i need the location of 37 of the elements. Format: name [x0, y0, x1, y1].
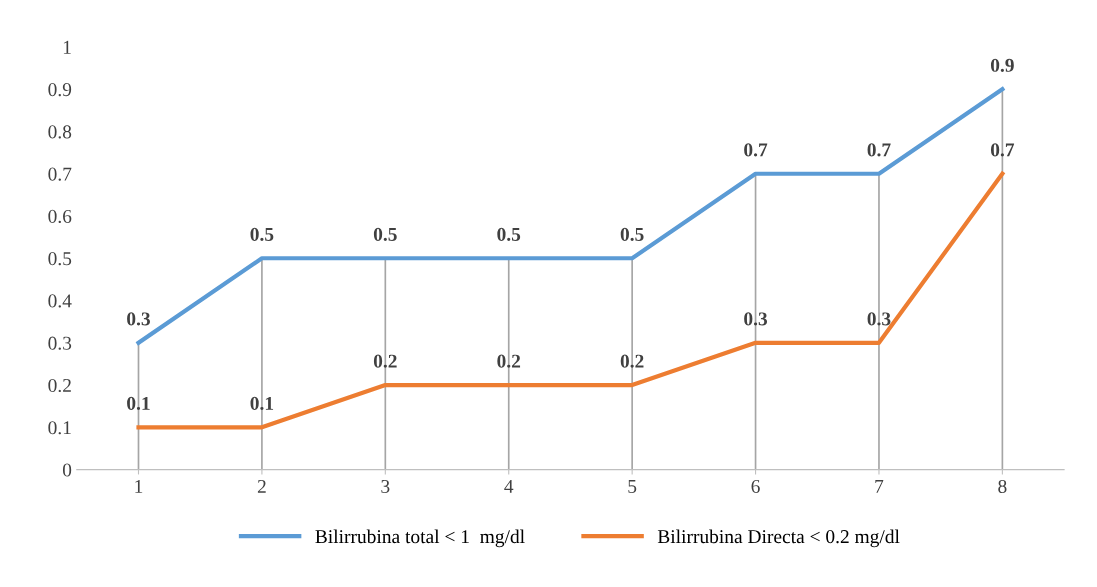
y-tick-label: 0.9: [48, 83, 72, 97]
y-tick-label: 0.5: [48, 252, 72, 266]
x-tick-label: 7: [875, 480, 884, 493]
data-label: 0.1: [127, 396, 150, 411]
data-label: 0.2: [373, 354, 397, 368]
legend-label: Bilirrubina total < 1 mg/dl: [315, 529, 525, 548]
data-label: 0.9: [990, 58, 1014, 72]
data-label: 0.7: [744, 143, 768, 157]
y-tick-label: 0.4: [48, 294, 72, 308]
data-label: 0.7: [990, 143, 1015, 157]
legend-label: Bilirrubina Directa < 0.2 mg/dl: [657, 529, 900, 548]
y-tick-label: 1: [63, 40, 71, 54]
x-tick-label: 2: [257, 479, 266, 493]
x-tick-label: 5: [628, 480, 637, 494]
data-label: 0.5: [497, 227, 521, 242]
data-label: 0.7: [867, 143, 891, 157]
x-tick-label: 6: [751, 479, 760, 494]
data-label: 0.1: [250, 396, 274, 411]
data-label: 0.2: [620, 354, 644, 368]
data-label: 0.3: [744, 312, 768, 326]
data-label: 0.2: [497, 354, 521, 368]
y-tick-label: 0.3: [48, 336, 72, 350]
y-tick-label: 0.8: [48, 125, 72, 139]
data-label: 0.5: [373, 227, 397, 242]
x-tick-label: 3: [381, 479, 390, 494]
data-label: 0.5: [250, 227, 274, 242]
y-tick-label: 0.7: [48, 167, 72, 181]
data-label: 0.3: [867, 312, 891, 326]
y-tick-label: 0.2: [48, 378, 71, 393]
x-tick-label: 1: [135, 479, 143, 493]
x-tick-label: 8: [998, 479, 1007, 494]
y-tick-label: 0: [62, 463, 72, 477]
y-tick-label: 0.6: [48, 209, 72, 224]
data-label: 0.5: [620, 227, 644, 242]
y-tick-label: 0.1: [48, 421, 71, 435]
data-label: 0.3: [127, 312, 150, 326]
x-tick-label: 4: [504, 480, 514, 493]
